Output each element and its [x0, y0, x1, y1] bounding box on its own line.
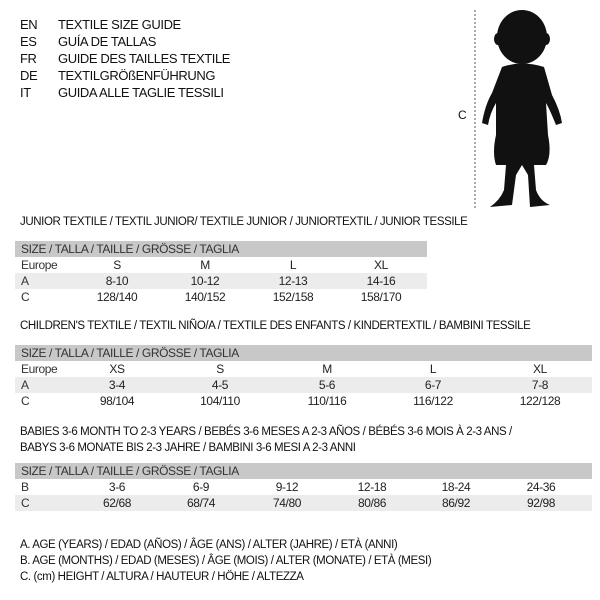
lang-code: DE: [20, 68, 38, 83]
lang-code: EN: [20, 17, 38, 32]
cell: M: [322, 362, 332, 376]
row-label: C: [21, 394, 30, 408]
cell: L: [289, 258, 297, 272]
row-label: Europe: [21, 362, 58, 376]
header-label: SIZE / TALLA / TAILLE / GRÖSSE / TAGLIA: [21, 464, 239, 478]
header-label: SIZE / TALLA / TAILLE / GRÖSSE / TAGLIA: [21, 242, 239, 256]
cell: 80/86: [357, 496, 387, 510]
babies-title-line1: BABIES 3-6 MONTH TO 2-3 YEARS / BEBÉS 3-…: [20, 426, 512, 438]
height-label: C: [458, 108, 467, 122]
lang-fr: FR GUIDE DES TAILLES TEXTILE: [20, 50, 230, 67]
lang-de: DE TEXTILGRÖßENFÜHRUNG: [20, 67, 215, 84]
cell: XL: [374, 258, 388, 272]
table-row: A 8-10 10-12 12-13 14-16: [15, 273, 427, 289]
table-header: SIZE / TALLA / TAILLE / GRÖSSE / TAGLIA: [15, 241, 427, 257]
table-header: SIZE / TALLA / TAILLE / GRÖSSE / TAGLIA: [15, 463, 592, 479]
cell: 116/122: [413, 394, 453, 408]
table-header: SIZE / TALLA / TAILLE / GRÖSSE / TAGLIA: [15, 345, 592, 361]
table-row: B 3-6 6-9 9-12 12-18 18-24 24-36: [15, 479, 592, 495]
cell: 3-6: [108, 480, 126, 494]
legend-c: C. (cm) HEIGHT / ALTURA / HAUTEUR / HÖHE…: [20, 571, 304, 583]
junior-size-table: SIZE / TALLA / TAILLE / GRÖSSE / TAGLIA …: [15, 241, 427, 305]
cell: 158/170: [360, 290, 402, 304]
lang-code: IT: [20, 85, 31, 100]
cell: S: [113, 258, 121, 272]
cell: 62/68: [102, 496, 132, 510]
cell: 5-6: [318, 378, 336, 392]
cell: L: [429, 362, 437, 376]
cell: 24-36: [526, 480, 556, 494]
cell: 14-16: [366, 274, 396, 288]
babies-title-line2: BABYS 3-6 MONATE BIS 2-3 JAHRE / BAMBINI…: [20, 442, 356, 454]
lang-it: IT GUIDA ALLE TAGLIE TESSILI: [20, 84, 224, 101]
lang-es: ES GUÍA DE TALLAS: [20, 33, 156, 50]
row-label: A: [21, 274, 29, 288]
cell: 3-4: [108, 378, 126, 392]
row-label: A: [21, 378, 29, 392]
lang-name: TEXTILGRÖßENFÜHRUNG: [58, 68, 216, 83]
row-label: Europe: [21, 258, 58, 272]
row-label: C: [21, 290, 30, 304]
lang-en: EN TEXTILE SIZE GUIDE: [20, 16, 181, 33]
cell: 92/98: [526, 496, 556, 510]
child-silhouette-icon: [474, 10, 562, 210]
cell: XS: [109, 362, 125, 376]
table-row: C 128/140 140/152 152/158 158/170: [15, 289, 427, 305]
cell: 6-9: [192, 480, 210, 494]
row-label: B: [21, 480, 29, 494]
row-label: C: [21, 496, 30, 510]
children-title: CHILDREN'S TEXTILE / TEXTIL NIÑO/A / TEX…: [20, 320, 531, 332]
cell: S: [216, 362, 224, 376]
cell: 4-5: [211, 378, 229, 392]
cell: 12-13: [278, 274, 308, 288]
cell: 74/80: [272, 496, 302, 510]
cell: 152/158: [272, 290, 314, 304]
lang-code: ES: [20, 34, 37, 49]
cell: 9-12: [275, 480, 299, 494]
cell: 7-8: [531, 378, 549, 392]
header-label: SIZE / TALLA / TAILLE / GRÖSSE / TAGLIA: [21, 346, 239, 360]
cell: 128/140: [96, 290, 138, 304]
cell: 6-7: [424, 378, 442, 392]
lang-name: GUIDA ALLE TAGLIE TESSILI: [58, 85, 224, 100]
table-row: C 98/104 104/110 110/116 116/122 122/128: [15, 393, 592, 409]
lang-name: GUIDE DES TAILLES TEXTILE: [58, 51, 231, 66]
cell: 110/116: [307, 394, 347, 408]
legend-a: A. AGE (YEARS) / EDAD (AÑOS) / ÂGE (ANS)…: [20, 539, 398, 551]
junior-title: JUNIOR TEXTILE / TEXTIL JUNIOR/ TEXTILE …: [20, 216, 468, 228]
cell: 8-10: [105, 274, 129, 288]
cell: 86/92: [441, 496, 471, 510]
cell: 68/74: [186, 496, 216, 510]
cell: M: [200, 258, 210, 272]
cell: XL: [533, 362, 547, 376]
babies-size-table: SIZE / TALLA / TAILLE / GRÖSSE / TAGLIA …: [15, 463, 592, 511]
cell: 12-18: [357, 480, 387, 494]
cell: 140/152: [184, 290, 226, 304]
table-row: A 3-4 4-5 5-6 6-7 7-8: [15, 377, 592, 393]
lang-name: GUÍA DE TALLAS: [58, 34, 156, 49]
table-row: Europe S M L XL: [15, 257, 427, 273]
legend-b: B. AGE (MONTHS) / EDAD (MESES) / ÂGE (MO…: [20, 555, 432, 567]
children-size-table: SIZE / TALLA / TAILLE / GRÖSSE / TAGLIA …: [15, 345, 592, 409]
table-row: C 62/68 68/74 74/80 80/86 86/92 92/98: [15, 495, 592, 511]
cell: 10-12: [190, 274, 220, 288]
cell: 18-24: [441, 480, 471, 494]
cell: 122/128: [519, 394, 561, 408]
lang-name: TEXTILE SIZE GUIDE: [58, 17, 181, 32]
table-row: Europe XS S M L XL: [15, 361, 592, 377]
cell: 104/110: [200, 394, 240, 408]
cell: 98/104: [99, 394, 135, 408]
lang-code: FR: [20, 51, 37, 66]
